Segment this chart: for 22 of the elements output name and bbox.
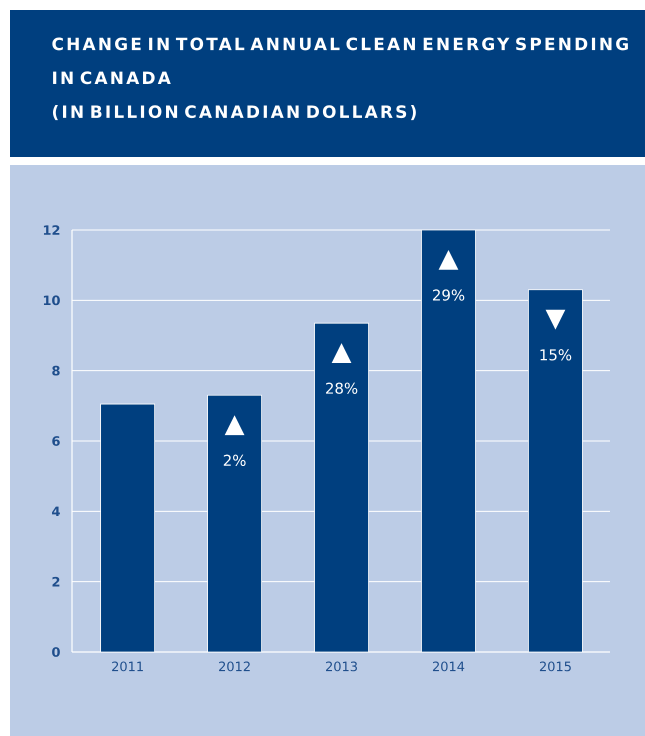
chart-subtitle: (IN BILLION CANADIAN DOLLARS) — [52, 104, 416, 120]
annotation: ▲ — [332, 343, 352, 363]
y-tick-label: 0 — [52, 647, 60, 657]
annotation: 15% — [540, 349, 572, 360]
annotation: ▲ — [224, 415, 244, 436]
x-tick-label: 2012 — [219, 662, 250, 672]
y-tick-label: 6 — [52, 436, 60, 446]
x-tick-label: 2014 — [432, 662, 464, 672]
annotation: 29% — [432, 289, 464, 301]
annotation: 2% — [224, 454, 246, 466]
y-tick-label: 4 — [52, 506, 60, 516]
y-tick-label: 2 — [52, 576, 60, 586]
annotation: ▲ — [438, 250, 458, 270]
y-tick-label: 10 — [44, 295, 60, 306]
annotation: 28% — [326, 382, 358, 394]
x-tick-label: 2015 — [540, 662, 571, 672]
y-tick-label: 8 — [52, 366, 60, 376]
chart-title: CHANGE IN TOTAL ANNUAL CLEAN ENERGY SPENDING IN CANADA — [52, 38, 628, 84]
annotation: ▼ — [546, 310, 566, 330]
x-tick-label: 2011 — [112, 662, 143, 672]
y-tick-label: 12 — [44, 225, 60, 235]
x-tick-label: 2013 — [326, 662, 357, 672]
